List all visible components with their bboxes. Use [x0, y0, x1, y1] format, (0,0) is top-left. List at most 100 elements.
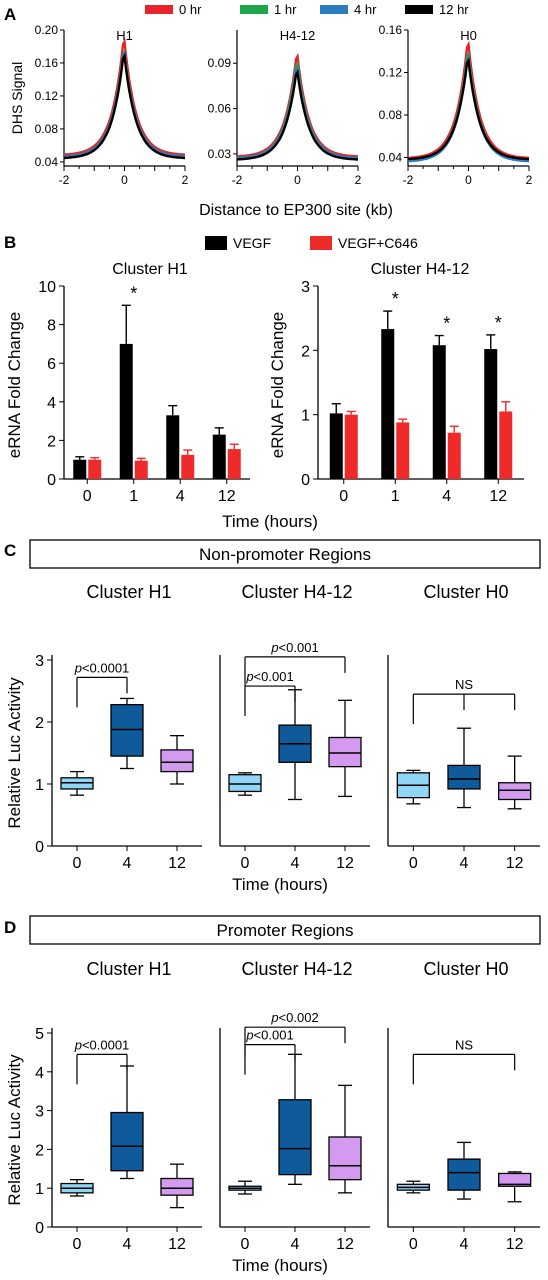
bar-VEGF-0: [73, 459, 87, 479]
subplot-title-Cluster-H1: Cluster H1: [86, 959, 171, 979]
y-tick-label: 2: [35, 715, 44, 732]
y-tick-label: 0: [301, 472, 310, 489]
x-axis-label: Time (hours): [232, 1256, 328, 1275]
y-axis-label: Relative Luc Activity: [5, 677, 24, 829]
bar-VEGF-1: [381, 329, 395, 479]
box-Cluster-H0-12: [498, 1172, 532, 1187]
subplot-title-Cluster-H1: Cluster H1: [112, 261, 188, 278]
significance-label: p<0.001: [245, 669, 293, 684]
y-tick-label: 2: [301, 343, 310, 360]
y-tick-label: 0.04: [35, 155, 59, 169]
x-tick-label: 0: [73, 855, 82, 872]
significance-marker: *: [443, 314, 450, 334]
subplot-title-Cluster-H4-12: Cluster H4-12: [241, 582, 352, 602]
legend-swatch-4-hr: [320, 5, 348, 14]
subplot-title-Cluster-H1: Cluster H1: [86, 582, 171, 602]
x-tick-label: 12: [168, 855, 186, 872]
x-tick-label: 4: [123, 855, 132, 872]
y-tick-label: 4: [35, 1065, 44, 1082]
y-tick-label: 2: [47, 433, 56, 450]
x-tick-label: 4: [442, 488, 451, 505]
legend-swatch-12-hr: [405, 5, 433, 14]
x-tick-label: 12: [336, 855, 354, 872]
series-line-1-hr-H1: [63, 48, 186, 158]
legend-swatch-0-hr: [145, 5, 173, 14]
x-tick-label: 0: [241, 855, 250, 872]
y-tick-label: 0.04: [379, 151, 403, 165]
y-tick-label: 3: [35, 653, 44, 670]
panel-label-c: C: [4, 541, 16, 560]
subplot-title-H1: H1: [116, 28, 133, 43]
box-Cluster-H1-4: [110, 703, 144, 757]
section-title-box: [29, 915, 541, 945]
bar-VEGF-C646-0: [344, 414, 358, 479]
box-Cluster-H0-12: [498, 782, 532, 801]
box-Cluster-H1-12: [160, 749, 194, 773]
y-tick-label: 0.06: [208, 102, 232, 116]
x-axis-label: Time (hours): [232, 875, 328, 894]
section-title: Non-promoter Regions: [199, 545, 371, 564]
x-tick-label: 4: [291, 1236, 300, 1253]
y-tick-label: 0.20: [35, 23, 59, 37]
significance-label: p<0.0001: [74, 1037, 130, 1052]
x-tick-label: 12: [336, 1236, 354, 1253]
y-tick-label: 4: [47, 395, 56, 412]
significance-marker: *: [392, 289, 399, 309]
y-tick-label: 0.03: [208, 147, 232, 161]
subplot-title-Cluster-H0: Cluster H0: [423, 959, 508, 979]
bar-VEGF-C646-4: [181, 454, 195, 479]
series-line-12-hr-H4-12: [236, 69, 359, 161]
x-tick-label: 4: [291, 855, 300, 872]
box-Cluster-H4-12-12: [328, 736, 362, 768]
y-tick-label: 5: [35, 1026, 44, 1043]
x-tick-label: -2: [232, 173, 243, 187]
bar-VEGF-12: [212, 434, 226, 479]
x-tick-label: 4: [460, 855, 469, 872]
y-tick-label: 0.12: [35, 89, 59, 103]
bar-VEGF-0: [329, 413, 343, 479]
x-tick-label: 0: [294, 173, 301, 187]
y-tick-label: 10: [38, 279, 56, 296]
x-tick-label: 2: [182, 173, 189, 187]
bar-VEGF-4: [166, 415, 180, 479]
x-tick-label: 0: [409, 1236, 418, 1253]
bar-VEGF-C646-12: [227, 449, 241, 479]
y-tick-label: 0: [47, 472, 56, 489]
x-tick-label: 12: [506, 1236, 524, 1253]
subplot-title-Cluster-H4-12: Cluster H4-12: [371, 261, 470, 278]
legend-swatch-1-hr: [240, 5, 268, 14]
bar-VEGF-C646-1: [134, 460, 148, 479]
panel-label-a: A: [4, 5, 16, 24]
series-line-12-hr-H1: [63, 52, 186, 160]
legend-label-12-hr: 12 hr: [439, 2, 469, 17]
x-tick-label: 4: [176, 488, 185, 505]
legend-swatch-VEGF-C646: [310, 236, 332, 250]
y-tick-label: 1: [35, 777, 44, 794]
bar-VEGF-1: [119, 343, 133, 479]
y-axis-label-h412: eRNA Fold Change: [268, 312, 287, 458]
y-tick-label: 3: [301, 279, 310, 296]
y-tick-label: 2: [35, 1142, 44, 1159]
box-Cluster-H4-12-12: [328, 1136, 362, 1181]
x-tick-label: 12: [489, 488, 507, 505]
legend-label-0-hr: 0 hr: [179, 2, 202, 17]
y-tick-label: 0: [35, 1220, 44, 1237]
y-tick-label: 0.08: [35, 122, 59, 136]
series-line-1-hr-H0: [407, 50, 530, 162]
series-line-0-hr-H0: [407, 40, 530, 160]
bar-VEGF-C646-1: [396, 422, 410, 479]
y-tick-label: 0.16: [379, 23, 403, 37]
x-tick-label: 0: [465, 173, 472, 187]
x-axis-label: Time (hours): [222, 512, 318, 531]
box-Cluster-H0-4: [447, 1158, 481, 1191]
legend-label-VEGF: VEGF: [233, 235, 271, 251]
x-tick-label: 4: [460, 1236, 469, 1253]
box-Cluster-H0-4: [447, 764, 481, 790]
legend-label-VEGF-C646: VEGF+C646: [338, 235, 418, 251]
significance-label: NS: [455, 1037, 473, 1052]
x-tick-label: 12: [506, 855, 524, 872]
y-tick-label: 0.08: [379, 108, 403, 122]
series-line-0-hr-H4-12: [236, 52, 359, 158]
